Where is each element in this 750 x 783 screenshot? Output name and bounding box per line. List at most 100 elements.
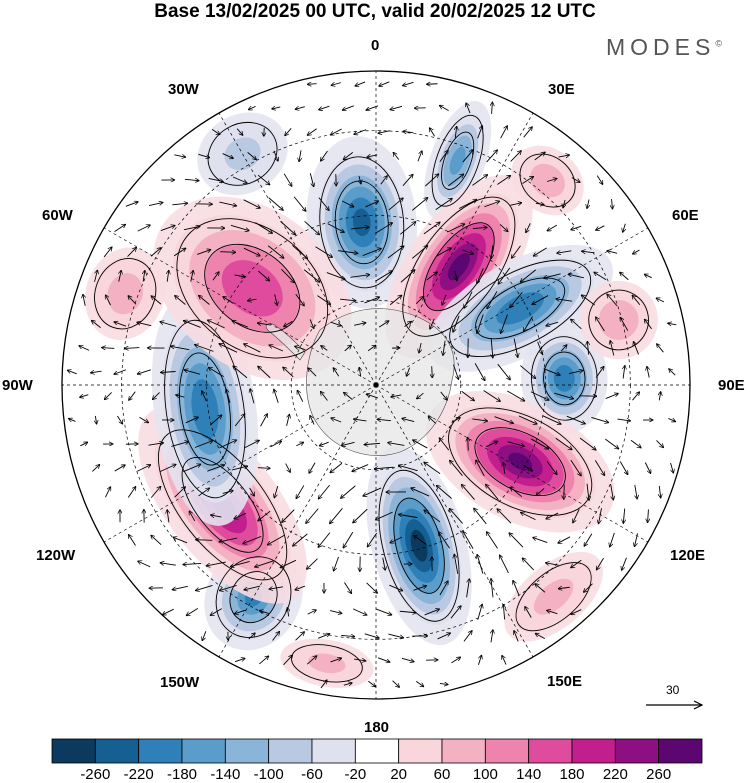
wind-arrow: [307, 84, 317, 85]
wind-arrow: [486, 484, 499, 500]
wind-arrow: [497, 509, 512, 524]
wind-arrow: [319, 105, 330, 110]
wind-arrow: [566, 415, 585, 424]
wind-arrow: [129, 391, 136, 401]
wind-arrow: [341, 441, 355, 445]
wind-arrow: [306, 558, 318, 570]
wind-arrow: [486, 532, 498, 549]
wind-arrow: [184, 370, 200, 375]
wind-arrow: [151, 535, 162, 546]
colorbar-swatch: [224, 738, 270, 764]
wind-arrow: [102, 348, 115, 349]
wind-arrow: [376, 608, 392, 615]
anomaly-center-11: [579, 280, 658, 360]
wind-arrow: [91, 320, 101, 328]
wind-arrow: [499, 224, 508, 231]
lon-label-30w: 30W: [168, 81, 199, 98]
wind-arrow: [92, 465, 99, 472]
wind-arrow: [564, 484, 565, 500]
wind-arrow: [587, 483, 589, 501]
wind-arrow: [258, 366, 271, 379]
wind-arrow: [398, 514, 418, 519]
wind-arrow: [669, 369, 676, 376]
wind-arrow: [137, 322, 152, 327]
wind-arrow: [248, 106, 256, 109]
wind-arrow: [244, 344, 261, 353]
wind-arrow: [174, 155, 185, 157]
wind-arrow: [173, 537, 188, 544]
wind-arrow: [268, 197, 283, 211]
anomaly-center-10: [153, 196, 352, 381]
wind-arrow: [341, 485, 356, 499]
wind-arrow: [379, 81, 390, 86]
wind-arrow: [513, 580, 520, 596]
wind-arrow: [327, 223, 345, 233]
wind-arrow: [526, 223, 531, 232]
map-title: Base 13/02/2025 00 UTC, valid 20/02/2025…: [154, 1, 596, 22]
wind-arrow: [344, 582, 351, 593]
wind-arrow: [546, 563, 559, 565]
wind-arrow: [167, 270, 169, 282]
wind-arrow: [202, 631, 207, 640]
wind-arrow: [428, 417, 437, 424]
wind-arrow: [243, 247, 260, 256]
wind-arrow: [207, 320, 225, 329]
lon-label-60w: 60W: [42, 207, 73, 224]
wind-arrow: [183, 226, 200, 231]
wind-arrow: [274, 486, 279, 498]
wind-arrow: [172, 585, 188, 589]
vector-scale-label: 30: [666, 683, 680, 697]
wind-arrow: [171, 442, 188, 447]
colorbar-tick-label: -220: [123, 766, 154, 783]
wind-arrow: [522, 177, 533, 184]
wind-arrow: [160, 322, 177, 327]
wind-arrow: [417, 392, 424, 399]
wind-arrow: [513, 338, 518, 358]
wind-arrow: [307, 128, 317, 136]
wind-arrow: [207, 465, 224, 472]
wind-arrow: [477, 268, 484, 283]
wind-arrow: [558, 536, 571, 543]
pole-marker: [373, 382, 379, 388]
wind-arrow: [244, 585, 261, 590]
colorbar-tick-label: -260: [80, 766, 111, 783]
wind-arrow: [415, 296, 424, 304]
wind-arrow: [186, 608, 199, 615]
colorbar-swatch: [138, 738, 183, 764]
wind-arrow: [596, 175, 603, 185]
wind-arrow: [389, 584, 402, 591]
wind-arrow: [491, 630, 493, 643]
colorbar-tick-label: 180: [559, 766, 585, 783]
wind-arrow: [364, 633, 379, 638]
wind-arrow: [280, 221, 296, 234]
wind-arrow: [503, 462, 505, 474]
colorbar-swatch: [658, 738, 703, 764]
colorbar-tick-label: -60: [301, 766, 323, 783]
wind-arrow: [497, 175, 510, 185]
wind-arrow: [160, 372, 176, 373]
wind-arrow: [464, 291, 473, 309]
wind-arrow: [321, 150, 328, 161]
wind-arrow: [79, 346, 90, 351]
wind-arrow: [388, 633, 403, 638]
colorbar-swatch: [441, 738, 486, 764]
colorbar-tick-label: 100: [472, 766, 498, 783]
wind-arrow: [233, 366, 248, 379]
wind-arrow: [353, 508, 368, 523]
wind-arrow: [114, 369, 127, 374]
wind-arrow: [199, 295, 210, 305]
wind-arrow: [222, 153, 234, 159]
wind-arrow: [610, 341, 615, 356]
wind-arrow: [114, 322, 127, 327]
wind-arrow: [555, 437, 572, 450]
wind-arrow: [522, 558, 535, 571]
wind-arrow: [466, 579, 470, 598]
wind-arrow: [191, 270, 194, 282]
wind-arrow: [375, 511, 393, 520]
wind-arrow: [380, 176, 387, 185]
wind-arrow: [303, 269, 320, 283]
wind-arrow: [644, 274, 652, 279]
wind-arrow: [368, 680, 375, 686]
wind-arrow: [612, 199, 613, 209]
wind-arrow: [329, 610, 342, 614]
